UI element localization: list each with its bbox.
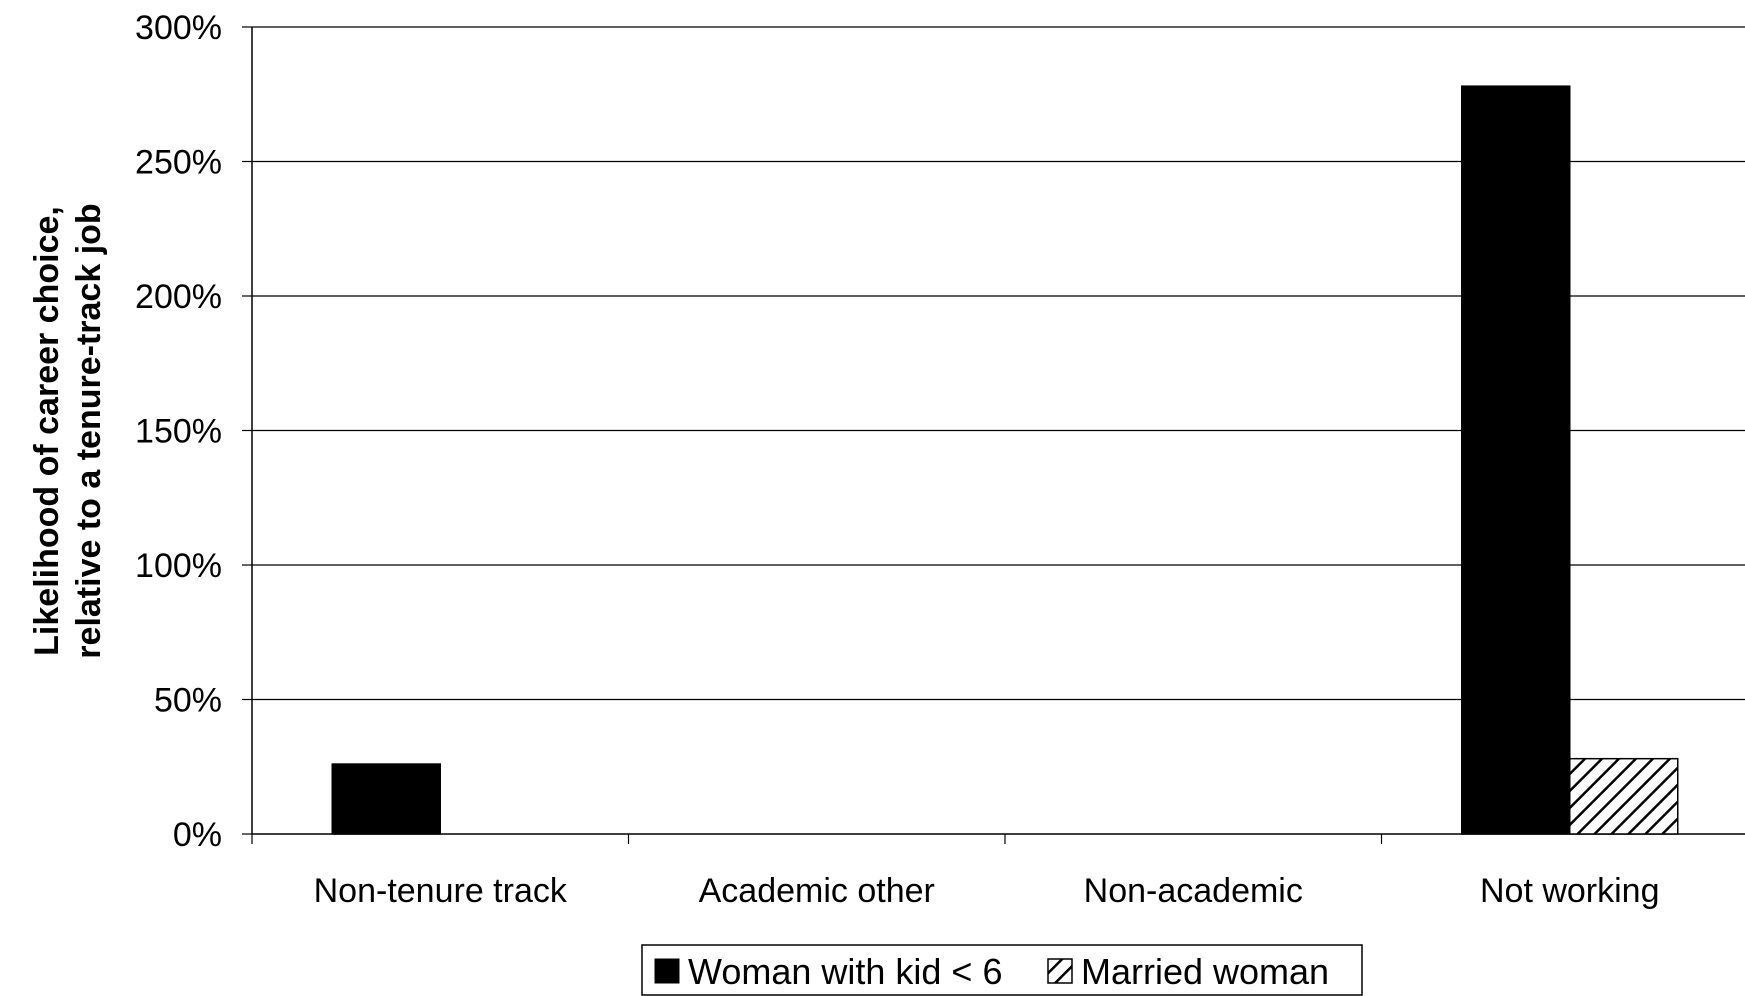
legend-label: Married woman	[1081, 951, 1329, 992]
x-category-label: Non-academic	[1084, 872, 1303, 910]
legend-label: Woman with kid < 6	[688, 951, 1002, 992]
bar-married-woman	[1569, 757, 1679, 835]
tick-labels: 0% 50% 100% 150% 200% 250% 300% Non-tenure trac…	[135, 9, 1659, 910]
y-axis-title-line: relative to a tenure-track job	[70, 203, 108, 658]
y-axis-title-line: Likelihood of career choice,	[28, 206, 66, 656]
y-tick-label: 150%	[135, 413, 222, 451]
y-tick-label: 100%	[135, 547, 222, 585]
y-tick-label: 50%	[154, 682, 222, 720]
y-tick-label: 250%	[135, 144, 222, 182]
y-axis-label: Likelihood of career choice, relative to …	[28, 203, 108, 658]
bar-woman-with-kid	[331, 763, 441, 835]
y-tick-label: 0%	[173, 816, 222, 854]
x-category-label: Non-tenure track	[314, 872, 568, 910]
x-category-label: Academic other	[699, 872, 935, 910]
bar-woman-with-kid	[1461, 85, 1571, 835]
x-category-label: Not working	[1480, 872, 1660, 910]
legend: Woman with kid < 6 Married woman	[641, 944, 1363, 996]
y-axis-title: Likelihood of career choice, relative to …	[28, 203, 108, 658]
legend-box	[641, 944, 1363, 996]
y-tick-label: 200%	[135, 278, 222, 316]
y-tick-label: 300%	[135, 9, 222, 47]
bars	[331, 85, 1679, 835]
legend-swatch-woman-with-kid	[654, 958, 680, 984]
legend-swatch-married-woman	[1047, 958, 1073, 984]
